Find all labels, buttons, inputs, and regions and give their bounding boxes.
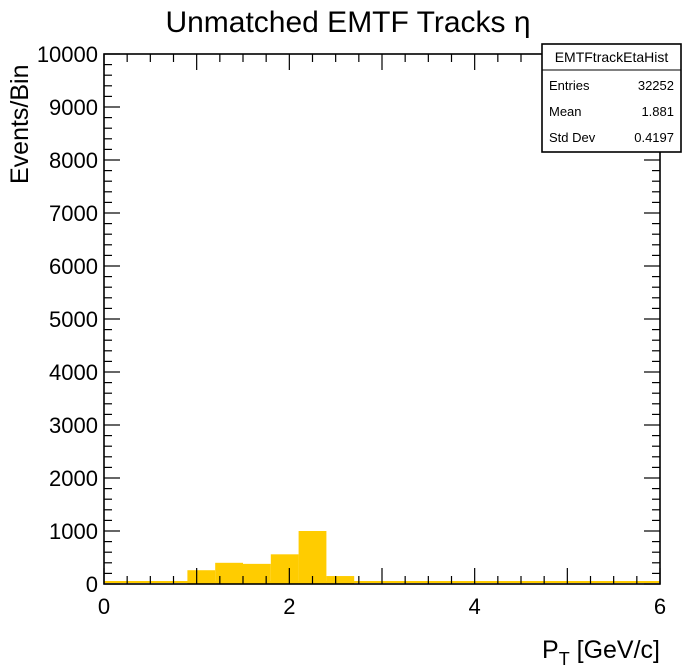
y-tick-label: 0 [86, 572, 98, 597]
y-tick-label: 1000 [49, 519, 98, 544]
y-tick-label: 8000 [49, 148, 98, 173]
stats-mean-value: 1.881 [641, 104, 674, 119]
y-tick-label: 2000 [49, 466, 98, 491]
stats-name: EMTFtrackEtaHist [555, 49, 669, 65]
stats-mean-label: Mean [549, 104, 582, 119]
x-axis-label: PT [GeV/c] [542, 636, 660, 669]
y-axis-ticks: 0 1000 2000 3000 4000 5000 6000 7000 8000 9000 100… [37, 42, 660, 597]
stats-entries-value: 32252 [638, 78, 674, 93]
x-tick-label: 6 [654, 594, 666, 619]
histogram-bar-3 [270, 554, 299, 584]
y-tick-label: 3000 [49, 413, 98, 438]
y-tick-label: 6000 [49, 254, 98, 279]
stats-box: EMTFtrackEtaHist Entries 32252 Mean 1.88… [541, 43, 682, 153]
histogram-bar-4 [298, 531, 327, 584]
y-axis-label: Events/Bin [6, 64, 34, 184]
x-tick-label: 4 [469, 594, 481, 619]
y-tick-label: 10000 [37, 42, 98, 67]
x-tick-label: 0 [98, 594, 110, 619]
y-tick-label: 9000 [49, 95, 98, 120]
histogram-bar-0 [187, 570, 216, 584]
stats-stddev-label: Std Dev [549, 130, 596, 145]
y-tick-label: 4000 [49, 360, 98, 385]
histogram-bar-2 [243, 563, 271, 584]
histogram-bar-1 [215, 562, 243, 584]
bars-layer [187, 531, 355, 584]
x-tick-label: 2 [283, 594, 295, 619]
histogram-bar-5 [326, 576, 355, 584]
chart-title: Unmatched EMTF Tracks η [165, 6, 530, 39]
y-tick-label: 7000 [49, 201, 98, 226]
x-axis-ticks: 0 2 4 6 [98, 54, 666, 619]
stats-stddev-value: 0.4197 [634, 130, 674, 145]
stats-entries-label: Entries [549, 78, 590, 93]
y-tick-label: 5000 [49, 307, 98, 332]
